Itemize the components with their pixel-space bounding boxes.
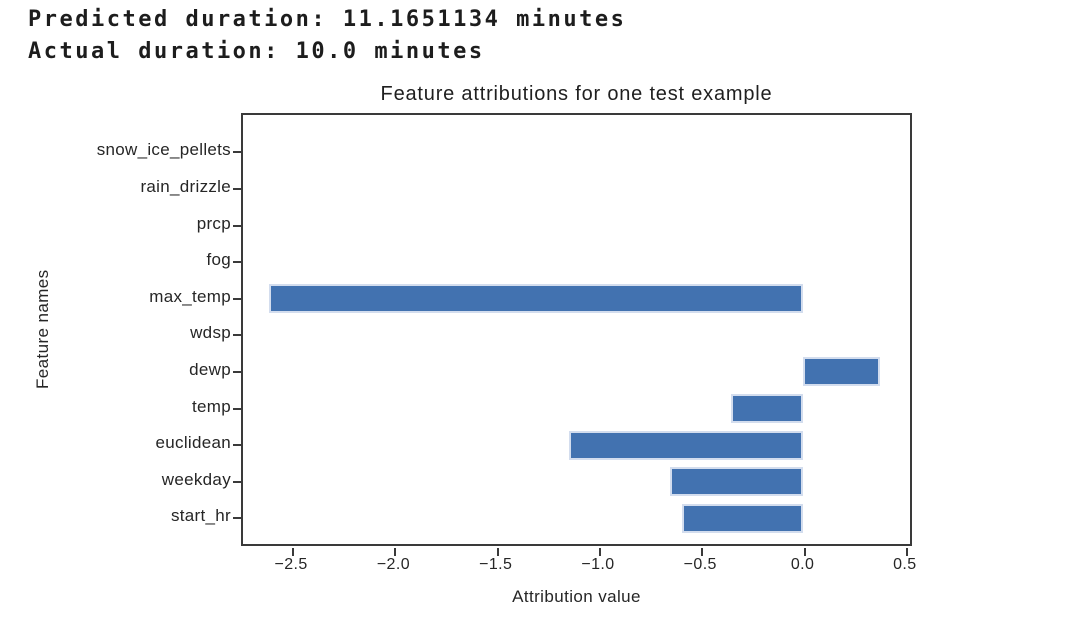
y-category-label-dewp: dewp — [189, 359, 231, 379]
bar-start_hr — [681, 503, 803, 533]
stdout-line-predicted: Predicted duration: 11.1651134 minutes — [28, 7, 627, 32]
y-tick-mark — [233, 334, 241, 337]
bar-weekday — [669, 467, 803, 497]
bar-dewp — [802, 357, 881, 387]
x-tick-mark — [803, 548, 806, 556]
x-tick-label--2: −2.0 — [376, 556, 410, 573]
y-category-label-rain_drizzle: rain_drizzle — [140, 176, 231, 196]
y-tick-mark — [233, 444, 241, 447]
x-axis-label: Attribution value — [512, 587, 641, 606]
y-category-label-max_temp: max_temp — [149, 286, 231, 306]
y-tick-mark — [233, 151, 241, 154]
y-category-label-start_hr: start_hr — [170, 506, 231, 526]
x-tick-label--2.5: −2.5 — [274, 556, 308, 573]
x-tick-mark — [496, 548, 499, 556]
y-category-label-wdsp: wdsp — [190, 323, 231, 343]
y-tick-mark — [233, 297, 241, 300]
x-tick-label--1.5: −1.5 — [479, 556, 513, 573]
y-category-label-prcp: prcp — [196, 213, 231, 233]
y-tick-mark — [233, 480, 241, 483]
y-category-label-fog: fog — [206, 250, 231, 270]
x-tick-label--1: −1.0 — [581, 556, 615, 573]
x-tick-mark — [292, 548, 295, 556]
x-tick-mark — [701, 548, 704, 556]
x-tick-mark — [905, 548, 908, 556]
x-tick-label-0: 0.0 — [790, 556, 815, 573]
bar-max_temp — [268, 284, 803, 314]
plot-area — [233, 113, 912, 556]
bar-temp — [730, 394, 803, 423]
y-category-label-temp: temp — [192, 396, 231, 416]
chart-title: Feature attributions for one test exampl… — [380, 83, 773, 105]
y-tick-mark — [233, 517, 241, 520]
y-tick-mark — [233, 224, 241, 227]
stdout-text: Predicted duration: 11.1651134 minutes A… — [28, 4, 626, 68]
y-tick-mark — [233, 261, 241, 264]
y-category-label-weekday: weekday — [161, 469, 231, 489]
bar-euclidean — [569, 430, 803, 460]
x-tick-mark — [394, 548, 397, 556]
stdout-line-actual: Actual duration: 10.0 minutes — [28, 39, 485, 64]
x-tick-label--0.5: −0.5 — [683, 556, 717, 573]
y-category-label-snow_ice_pellets: snow_ice_pellets — [96, 140, 231, 160]
y-tick-mark — [233, 187, 241, 190]
x-tick-mark — [598, 548, 601, 556]
y-tick-mark — [233, 370, 241, 373]
x-tick-label-0.5: 0.5 — [893, 556, 917, 573]
y-category-label-euclidean: euclidean — [155, 433, 231, 453]
y-tick-mark — [233, 407, 241, 410]
